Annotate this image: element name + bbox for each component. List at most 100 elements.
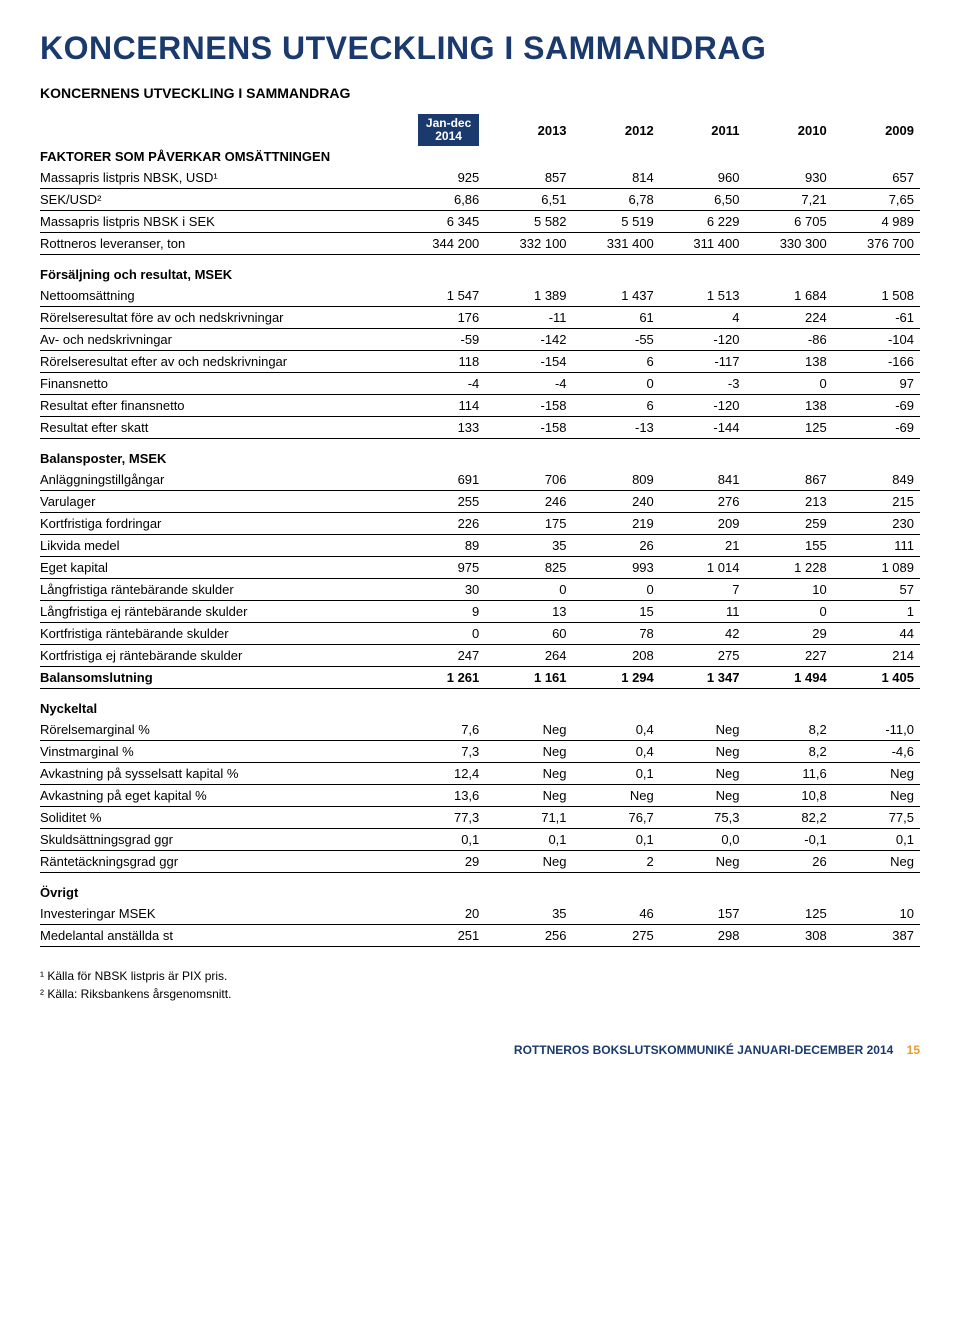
- table-row: Långfristiga räntebärande skulder3000710…: [40, 579, 920, 601]
- row-label: Eget kapital: [40, 557, 374, 579]
- cell-value: 1: [833, 601, 920, 623]
- cell-value: 15: [573, 601, 660, 623]
- table-header-row: Jan-dec 2014 2013 2012 2011 2010 2009: [40, 111, 920, 149]
- cell-value: 12,4: [374, 763, 485, 785]
- table-row: Resultat efter skatt133-158-13-144125-69: [40, 417, 920, 439]
- cell-value: 6,78: [573, 189, 660, 211]
- footnote: ¹ Källa för NBSK listpris är PIX pris.: [40, 967, 920, 985]
- cell-value: 1 228: [745, 557, 832, 579]
- row-label: Rörelseresultat efter av och nedskrivnin…: [40, 351, 374, 373]
- cell-value: 214: [833, 645, 920, 667]
- cell-value: 97: [833, 373, 920, 395]
- cell-value: -4: [485, 373, 572, 395]
- cell-value: 7,3: [374, 741, 485, 763]
- cell-value: 6 229: [660, 211, 746, 233]
- cell-value: 1 347: [660, 667, 746, 689]
- cell-value: 21: [660, 535, 746, 557]
- row-label: Soliditet %: [40, 807, 374, 829]
- cell-value: 0,1: [833, 829, 920, 851]
- cell-value: 311 400: [660, 233, 746, 255]
- table-row: Avkastning på sysselsatt kapital %12,4Ne…: [40, 763, 920, 785]
- table-row: SEK/USD²6,866,516,786,507,217,65: [40, 189, 920, 211]
- cell-value: -4,6: [833, 741, 920, 763]
- row-label: Vinstmarginal %: [40, 741, 374, 763]
- cell-value: 1 161: [485, 667, 572, 689]
- col-header: 2009: [833, 111, 920, 149]
- cell-value: 1 684: [745, 285, 832, 307]
- cell-value: 35: [485, 535, 572, 557]
- cell-value: -158: [485, 395, 572, 417]
- cell-value: 1 261: [374, 667, 485, 689]
- row-label: Långfristiga räntebärande skulder: [40, 579, 374, 601]
- cell-value: 75,3: [660, 807, 746, 829]
- table-row: Balansomslutning1 2611 1611 2941 3471 49…: [40, 667, 920, 689]
- cell-value: 13: [485, 601, 572, 623]
- cell-value: 0: [745, 373, 832, 395]
- cell-value: 78: [573, 623, 660, 645]
- section-heading: Nyckeltal: [40, 689, 920, 720]
- cell-value: 925: [374, 167, 485, 189]
- cell-value: 175: [485, 513, 572, 535]
- cell-value: 1 494: [745, 667, 832, 689]
- cell-value: 6,51: [485, 189, 572, 211]
- cell-value: 60: [485, 623, 572, 645]
- col-header: 2013: [485, 111, 572, 149]
- cell-value: 0,1: [485, 829, 572, 851]
- cell-value: 251: [374, 925, 485, 947]
- cell-value: -55: [573, 329, 660, 351]
- table-row: Rörelsemarginal %7,6Neg0,4Neg8,2-11,0: [40, 719, 920, 741]
- row-label: Resultat efter skatt: [40, 417, 374, 439]
- cell-value: 209: [660, 513, 746, 535]
- cell-value: 8,2: [745, 741, 832, 763]
- cell-value: Neg: [833, 763, 920, 785]
- cell-value: 240: [573, 491, 660, 513]
- table-row: Vinstmarginal %7,3Neg0,4Neg8,2-4,6: [40, 741, 920, 763]
- cell-value: 841: [660, 469, 746, 491]
- cell-value: 8,2: [745, 719, 832, 741]
- cell-value: 275: [573, 925, 660, 947]
- cell-value: 114: [374, 395, 485, 417]
- cell-value: 809: [573, 469, 660, 491]
- cell-value: -120: [660, 329, 746, 351]
- cell-value: 331 400: [573, 233, 660, 255]
- cell-value: 57: [833, 579, 920, 601]
- cell-value: 0,1: [573, 763, 660, 785]
- cell-value: -166: [833, 351, 920, 373]
- cell-value: 1 547: [374, 285, 485, 307]
- row-label: Avkastning på eget kapital %: [40, 785, 374, 807]
- cell-value: 0: [374, 623, 485, 645]
- table-row: Anläggningstillgångar691706809841867849: [40, 469, 920, 491]
- cell-value: 5 519: [573, 211, 660, 233]
- cell-value: 975: [374, 557, 485, 579]
- table-row: Avkastning på eget kapital %13,6NegNegNe…: [40, 785, 920, 807]
- col-header: 2011: [660, 111, 746, 149]
- table-row: Resultat efter finansnetto114-1586-12013…: [40, 395, 920, 417]
- cell-value: 691: [374, 469, 485, 491]
- section-heading: Försäljning och resultat, MSEK: [40, 255, 920, 286]
- cell-value: -11,0: [833, 719, 920, 741]
- row-label: Resultat efter finansnetto: [40, 395, 374, 417]
- cell-value: 77,3: [374, 807, 485, 829]
- cell-value: -0,1: [745, 829, 832, 851]
- row-label: Kortfristiga räntebärande skulder: [40, 623, 374, 645]
- cell-value: Neg: [485, 741, 572, 763]
- cell-value: 6,50: [660, 189, 746, 211]
- cell-value: 6 705: [745, 211, 832, 233]
- cell-value: 0: [485, 579, 572, 601]
- cell-value: 125: [745, 417, 832, 439]
- cell-value: -142: [485, 329, 572, 351]
- cell-value: 256: [485, 925, 572, 947]
- row-label: Massapris listpris NBSK i SEK: [40, 211, 374, 233]
- cell-value: 111: [833, 535, 920, 557]
- cell-value: Neg: [485, 785, 572, 807]
- row-label: SEK/USD²: [40, 189, 374, 211]
- cell-value: 30: [374, 579, 485, 601]
- cell-value: 4: [660, 307, 746, 329]
- cell-value: -117: [660, 351, 746, 373]
- cell-value: 226: [374, 513, 485, 535]
- cell-value: -59: [374, 329, 485, 351]
- row-label: Av- och nedskrivningar: [40, 329, 374, 351]
- cell-value: 82,2: [745, 807, 832, 829]
- cell-value: 227: [745, 645, 832, 667]
- cell-value: Neg: [660, 785, 746, 807]
